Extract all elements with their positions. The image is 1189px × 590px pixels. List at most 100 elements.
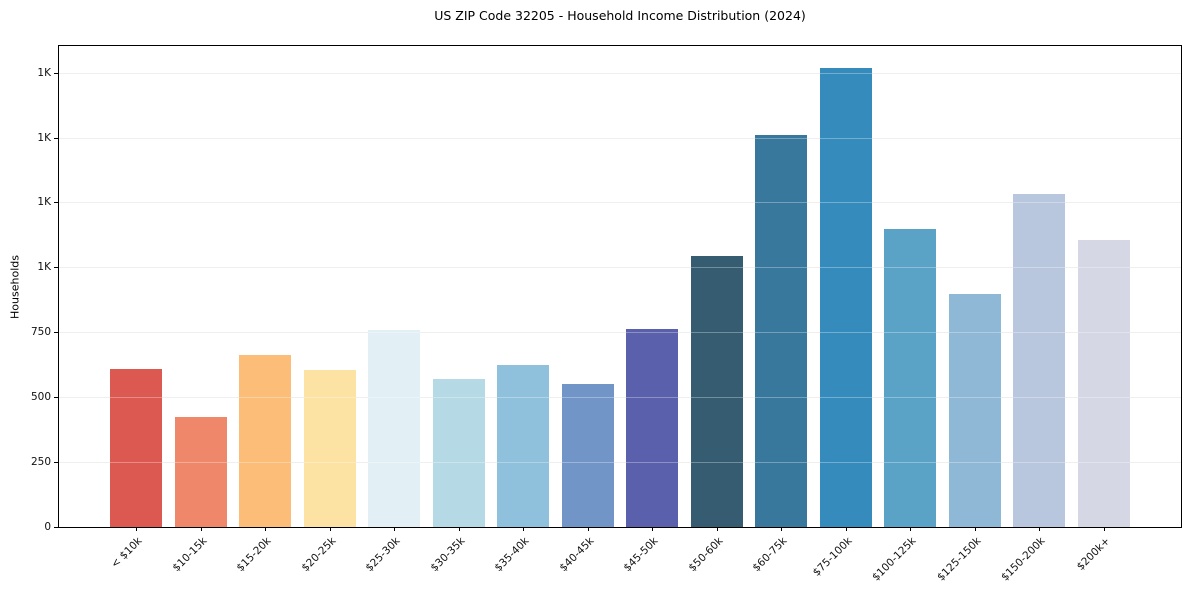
bars-container: [59, 46, 1181, 527]
x-tick-6: [523, 527, 525, 531]
gridline-750: [59, 332, 1181, 334]
bar-slot-3: [298, 46, 363, 527]
x-tick-14: [1039, 527, 1041, 531]
bar-$25-30k: [368, 329, 421, 527]
gridline-overlay-1250: [59, 202, 1181, 204]
x-tick-label-13: $125-150k: [934, 535, 984, 584]
y-tick-label-1500: 1K: [37, 131, 51, 144]
bar-$75-100k: [819, 68, 872, 527]
x-tick-label-6: $35-40k: [492, 535, 532, 575]
x-slot-11: $75-100k: [810, 527, 879, 589]
x-slot-8: $45-50k: [620, 527, 685, 589]
x-slot-2: $15-20k: [233, 527, 298, 589]
x-slot-3: $20-25k: [298, 527, 363, 589]
bar-$100-125k: [884, 228, 937, 527]
x-tick-label-2: $15-20k: [234, 535, 274, 575]
y-tick-0: [54, 526, 58, 528]
x-tick-label-7: $40-45k: [557, 535, 597, 575]
x-tick-label-9: $50-60k: [686, 535, 726, 575]
x-slot-6: $35-40k: [491, 527, 556, 589]
x-slot-13: $125-150k: [935, 527, 1008, 589]
bar-slot-7: [556, 46, 621, 527]
bar-slot-4: [362, 46, 427, 527]
x-tick-label-15: $200k+: [1074, 535, 1113, 573]
x-tick-label-5: $30-35k: [428, 535, 468, 575]
gridline-overlay-1000: [59, 267, 1181, 269]
x-tick-13: [974, 527, 976, 531]
x-tick-label-11: $75-100k: [810, 535, 855, 579]
x-tick-label-4: $25-30k: [363, 535, 403, 575]
gridline-1500: [59, 137, 1181, 139]
x-slot-7: $40-45k: [556, 527, 621, 589]
y-tick-1750: [54, 72, 58, 74]
y-tick-250: [54, 461, 58, 463]
x-slot-14: $150-200k: [999, 527, 1072, 589]
bar-$150-200k: [1013, 193, 1066, 527]
x-tick-2: [265, 527, 267, 531]
x-tick-label-10: $60-75k: [750, 535, 790, 575]
gridline-1250: [59, 202, 1181, 204]
y-tick-label-750: 750: [30, 326, 51, 339]
y-tick-label-500: 500: [30, 390, 51, 403]
bar-$50-60k: [690, 256, 743, 527]
y-tick-1000: [54, 267, 58, 269]
gridline-overlay-250: [59, 461, 1181, 463]
x-tick-10: [781, 527, 783, 531]
bar-slot-8: [620, 46, 685, 527]
bar-slot-6: [491, 46, 556, 527]
bar-slot-14: [1007, 46, 1072, 527]
bar-slot-0: [104, 46, 169, 527]
y-tick-label-1750: 1K: [37, 66, 51, 79]
x-tick-4: [394, 527, 396, 531]
x-tick-8: [652, 527, 654, 531]
x-tick-label-8: $45-50k: [621, 535, 661, 575]
gridline-250: [59, 461, 1181, 463]
bar-$35-40k: [497, 364, 550, 527]
bar-$20-25k: [303, 370, 356, 527]
x-slot-15: $200k+: [1072, 527, 1137, 589]
y-tick-750: [54, 332, 58, 334]
x-slot-5: $30-35k: [427, 527, 492, 589]
bar-slot-13: [943, 46, 1008, 527]
y-tick-label-250: 250: [30, 455, 51, 468]
chart-title: US ZIP Code 32205 - Household Income Dis…: [434, 8, 806, 23]
gridline-500: [59, 396, 1181, 398]
gridline-1750: [59, 72, 1181, 74]
bar-$60-75k: [755, 135, 808, 527]
bar-slot-12: [878, 46, 943, 527]
x-tick-label-1: $10-15k: [170, 535, 210, 575]
gridline-1000: [59, 267, 1181, 269]
x-tick-3: [329, 527, 331, 531]
x-tick-label-0: < $10k: [109, 535, 145, 571]
x-slot-4: $25-30k: [362, 527, 427, 589]
x-tick-0: [136, 527, 138, 531]
x-slot-0: < $10k: [104, 527, 169, 589]
bar-$15-20k: [239, 354, 292, 527]
x-slot-10: $60-75k: [749, 527, 814, 589]
bar-slot-15: [1072, 46, 1137, 527]
y-tick-label-1000: 1K: [37, 261, 51, 274]
x-tick-12: [910, 527, 912, 531]
bar-slot-2: [233, 46, 298, 527]
y-tick-500: [54, 396, 58, 398]
gridline-overlay-1500: [59, 137, 1181, 139]
bar-slot-11: [814, 46, 879, 527]
x-tick-label-12: $100-125k: [870, 535, 919, 584]
bar-$200k+: [1077, 240, 1130, 527]
x-tick-11: [845, 527, 847, 531]
bar-slot-9: [685, 46, 750, 527]
x-tick-7: [587, 527, 589, 531]
x-tick-1: [200, 527, 202, 531]
gridline-overlay-750: [59, 332, 1181, 334]
y-tick-1500: [54, 137, 58, 139]
bar-slot-5: [427, 46, 492, 527]
gridline-overlay-500: [59, 396, 1181, 398]
bar-$45-50k: [626, 328, 679, 527]
gridline-overlay-1750: [59, 72, 1181, 74]
x-tick-15: [1103, 527, 1105, 531]
bar-slot-1: [169, 46, 234, 527]
plot-area: 0 250 500 750 1K 1K 1K 1K < $10k $10-15k $15-20k $…: [31, 45, 1182, 584]
x-tick-label-3: $20-25k: [299, 535, 339, 575]
x-slot-9: $50-60k: [685, 527, 750, 589]
